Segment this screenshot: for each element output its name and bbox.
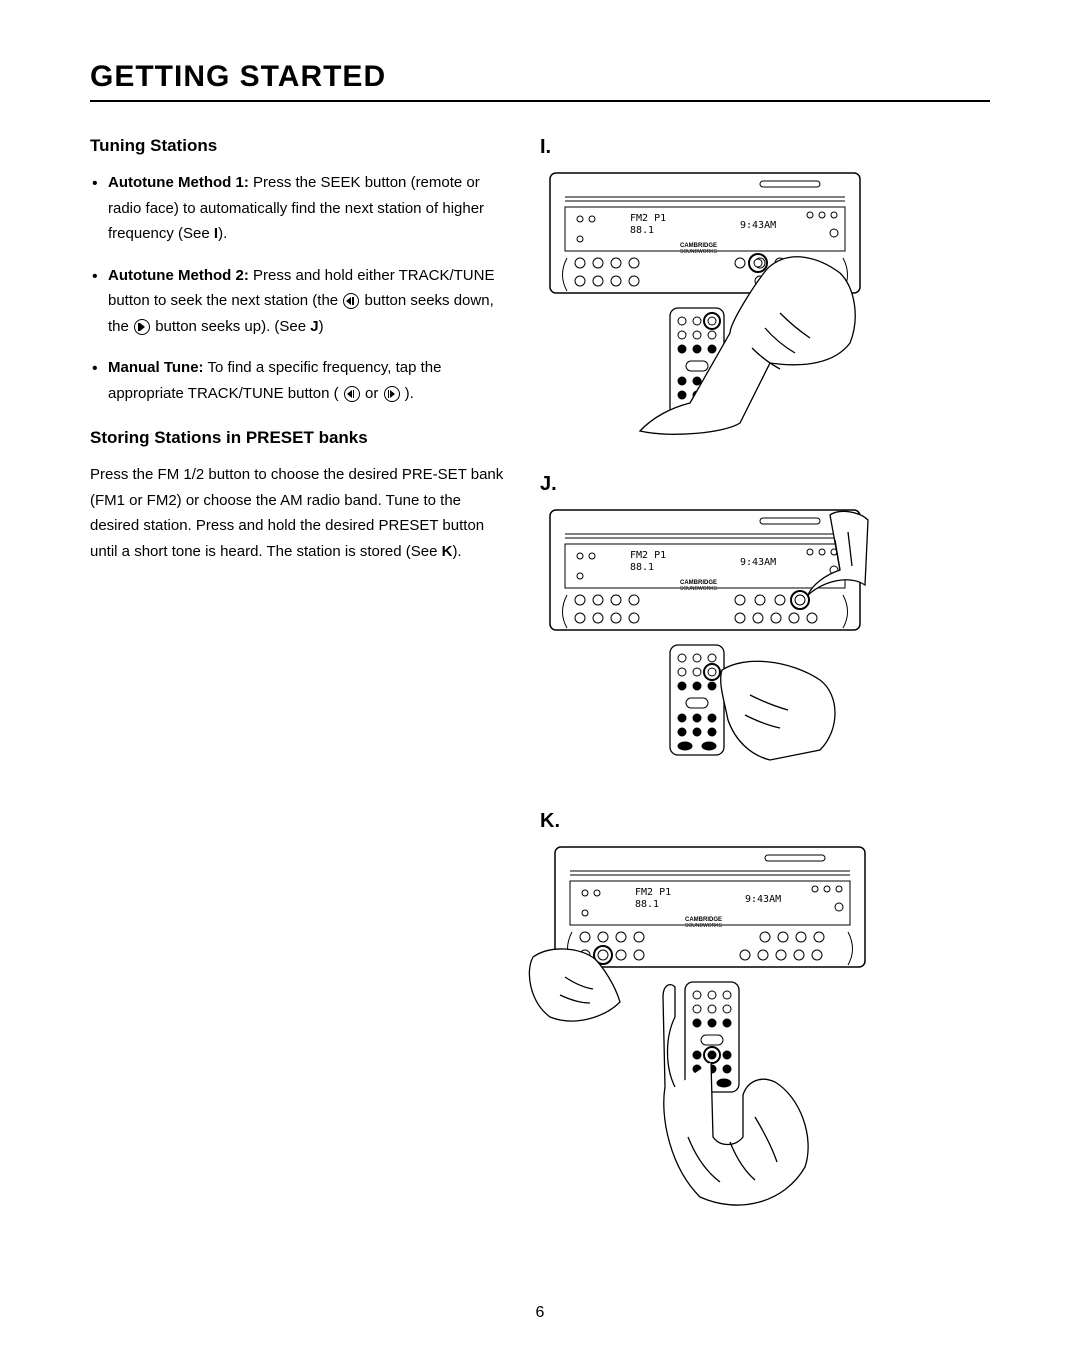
subhead-storing: Storing Stations in PRESET banks [90,428,510,448]
figure-label-j: J. [540,473,990,496]
figure-j: FM2 P1 88.1 9:43AM CAMBRIDGE SOUNDWORKS [540,500,870,780]
tail: button seeks up). (See [151,318,310,335]
figure-i: FM2 P1 88.1 9:43AM CAMBRIDGE SOUNDWORKS [540,163,870,443]
svg-text:88.1: 88.1 [635,899,659,910]
mid: or [361,385,383,402]
bullet-manual-tune: Manual Tune: To find a specific frequenc… [90,355,510,406]
figure-label-i: I. [540,136,990,159]
close: ) [319,318,324,335]
bullet-autotune-2: Autotune Method 2: Press and hold either… [90,263,510,340]
left-column: Tuning Stations Autotune Method 1: Press… [90,130,510,1247]
tail: ). [452,543,461,560]
tail: ). [218,225,227,242]
display-line1: FM2 P1 [630,213,666,224]
display-time: 9:43AM [740,220,776,231]
track-next-icon [384,386,400,402]
svg-text:SOUNDWORKS: SOUNDWORKS [680,586,718,592]
page-title: GETTING STARTED [90,60,990,102]
right-column: I. FM2 P1 88.1 9:43AM CAMBRIDGE [540,130,990,1247]
svg-text:FM2 P1: FM2 P1 [630,550,666,561]
page-number: 6 [0,1304,1080,1322]
ref: K [442,543,453,560]
svg-text:9:43AM: 9:43AM [745,894,781,905]
paragraph-storing: Press the FM 1/2 button to choose the de… [90,462,510,564]
bullet-autotune-1: Autotune Method 1: Press the SEEK button… [90,170,510,247]
svg-text:SOUNDWORKS: SOUNDWORKS [685,923,723,929]
bullet-list: Autotune Method 1: Press the SEEK button… [90,170,510,406]
svg-text:FM2 P1: FM2 P1 [635,887,671,898]
display-line2: 88.1 [630,225,654,236]
track-next-icon [134,319,150,335]
track-prev-icon [344,386,360,402]
label: Autotune Method 2: [108,267,249,284]
svg-text:88.1: 88.1 [630,562,654,573]
subhead-tuning: Tuning Stations [90,136,510,156]
ref: J [310,318,318,335]
brand2: SOUNDWORKS [680,249,718,255]
tail: ). [401,385,414,402]
figure-label-k: K. [540,810,990,833]
svg-text:9:43AM: 9:43AM [740,557,776,568]
figure-k: FM2 P1 88.1 9:43AM CAMBRIDGE SOUNDWORKS [525,837,885,1217]
label: Manual Tune: [108,359,204,376]
label: Autotune Method 1: [108,174,249,191]
track-prev-icon [343,293,359,309]
content-columns: Tuning Stations Autotune Method 1: Press… [90,130,990,1247]
